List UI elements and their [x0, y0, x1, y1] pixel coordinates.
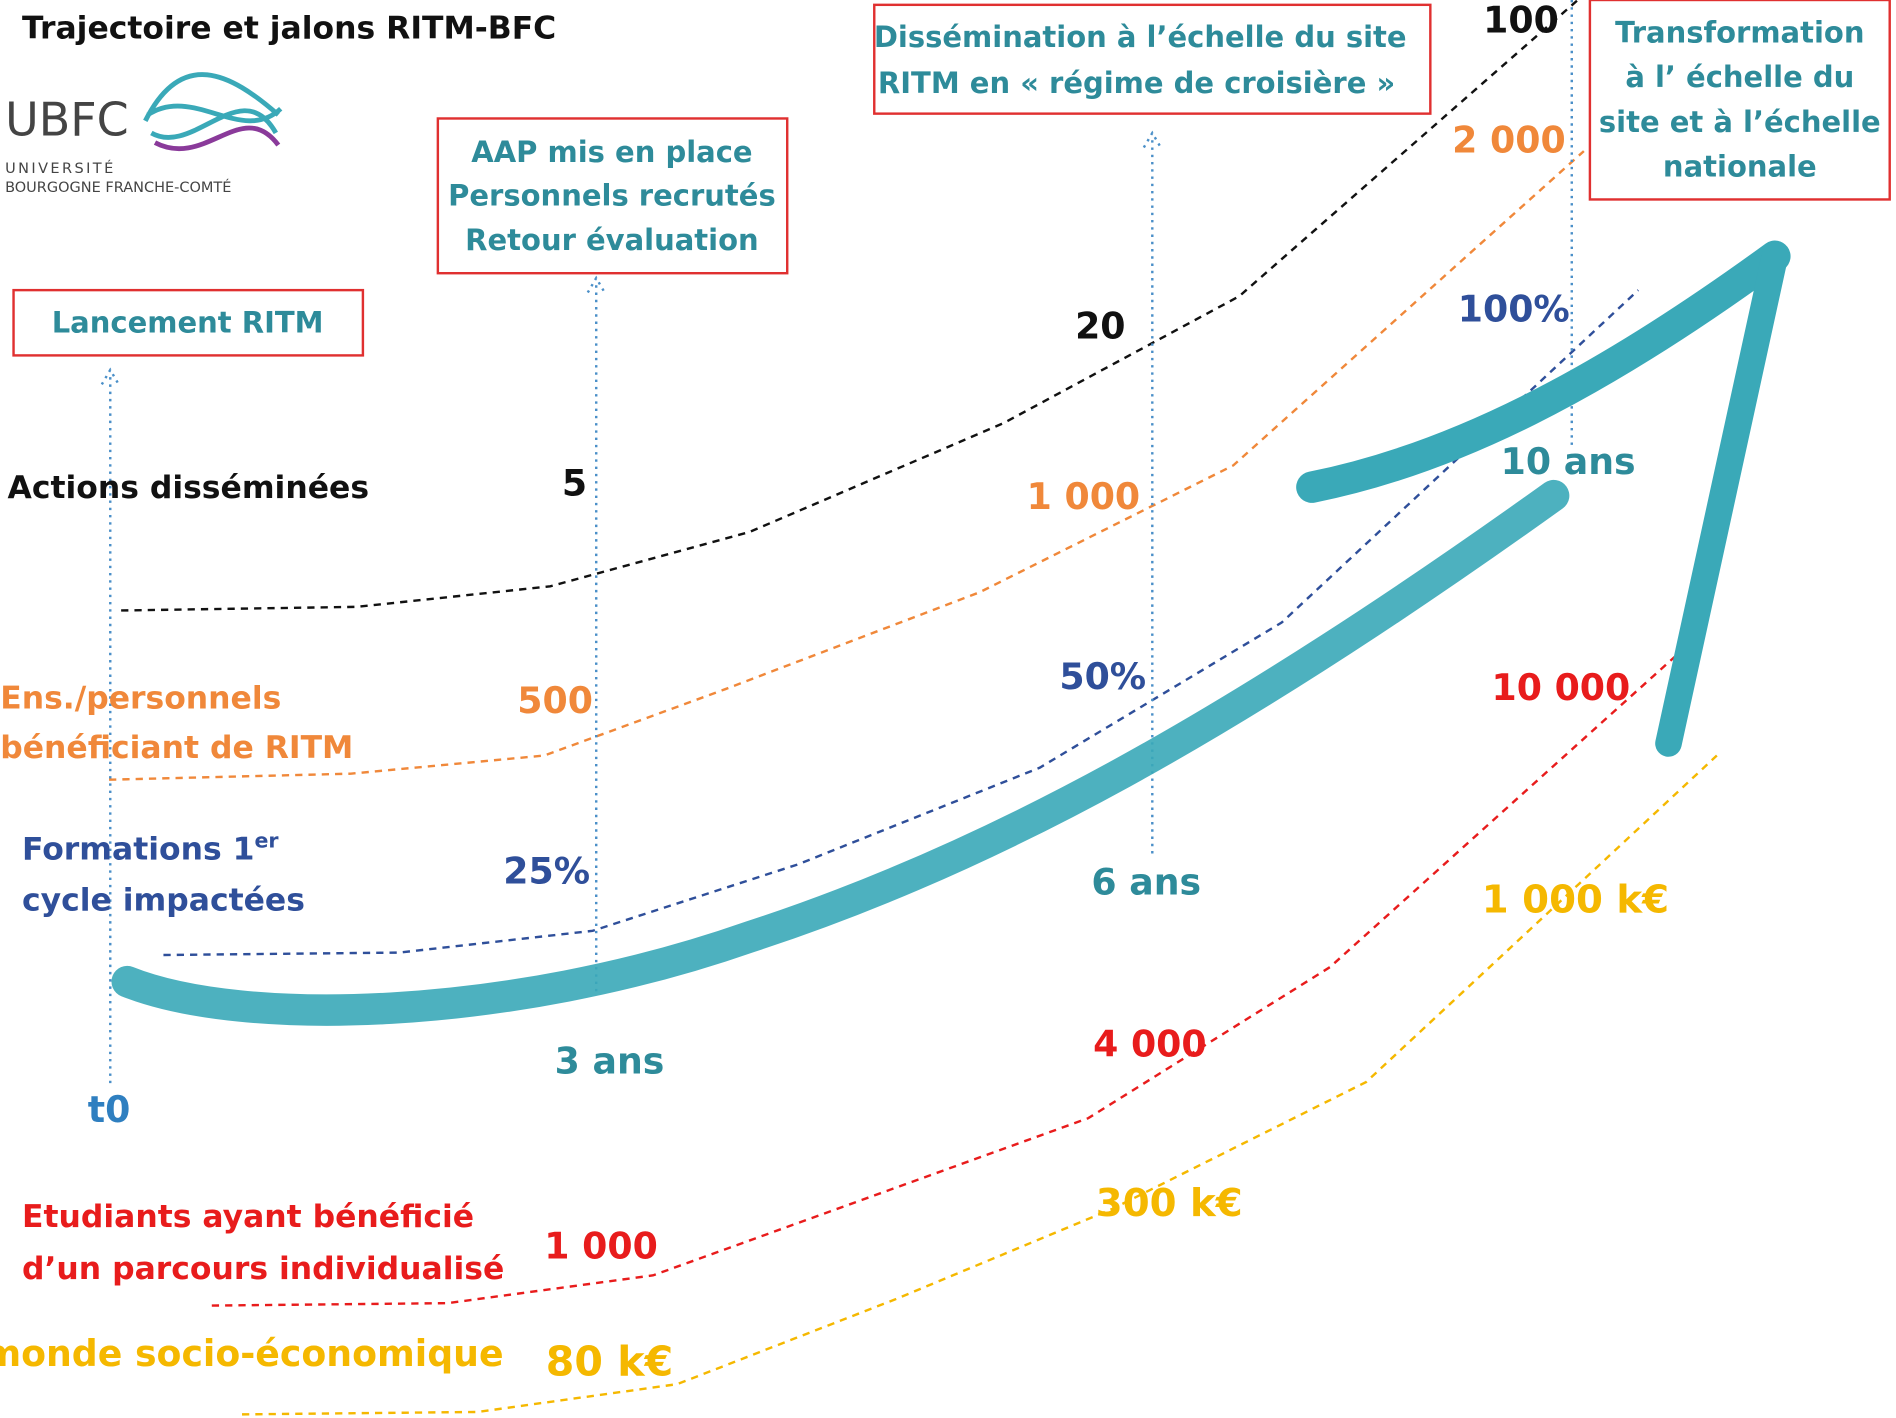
milestone-box — [873, 3, 1432, 115]
milestone-lines — [100, 0, 1573, 1088]
indicator-label: Formations 1er — [22, 828, 279, 867]
value: 100% — [1458, 288, 1570, 331]
value: 10 000 — [1492, 666, 1631, 709]
milestone-text: site et à l’échelle — [1599, 105, 1881, 139]
time-label: 3 ans — [555, 1039, 665, 1082]
time-label: t0 — [88, 1088, 131, 1131]
milestone-text: Lancement RITM — [52, 305, 324, 339]
time-label: 6 ans — [1091, 861, 1201, 904]
value: 5 — [562, 462, 587, 505]
milestone-text: Personnels recrutés — [448, 179, 776, 213]
value: 1 000 k€ — [1482, 878, 1669, 923]
trajectory-arrow — [111, 240, 1791, 1026]
logo: UBFC UNIVERSITÉ BOURGOGNE FRANCHE-COMTÉ — [5, 72, 283, 196]
milestone-text: Transformation — [1615, 15, 1864, 49]
milestone-box — [12, 288, 365, 357]
curve — [109, 150, 1585, 781]
milestone-box — [1588, 0, 1891, 201]
milestone-text: RITM en « régime de croisière » — [878, 66, 1395, 100]
value: 25% — [503, 850, 590, 893]
title: Trajectoire et jalons RITM-BFC — [22, 11, 556, 47]
logo-waves — [143, 72, 283, 140]
value: 50% — [1059, 655, 1146, 698]
indicator-label: Etudiants ayant bénéficié — [22, 1199, 474, 1235]
time-label: 10 ans — [1501, 440, 1636, 483]
indicator-label: cycle impactées — [22, 882, 305, 918]
value: 4 000 — [1093, 1023, 1207, 1066]
value: 2 000 — [1452, 118, 1566, 161]
value: 500 — [517, 679, 593, 722]
superscript: er — [254, 828, 279, 852]
value: 1 000 — [1027, 475, 1141, 518]
value: 300 k€ — [1096, 1181, 1243, 1226]
value: 1 000 — [544, 1224, 658, 1267]
milestone-text: Dissémination à l’échelle du site — [874, 20, 1407, 54]
value: 100 — [1483, 0, 1559, 42]
milestone-text: à l’ échelle du — [1625, 60, 1854, 94]
logo-line1: UNIVERSITÉ — [5, 160, 116, 177]
milestone-box — [436, 117, 789, 275]
indicator-label: Ens./personnels — [0, 680, 281, 716]
indicator-label: monde socio-économique — [0, 1332, 504, 1375]
logo-wave — [153, 125, 281, 151]
indicator-label: Actions disséminées — [8, 470, 370, 506]
logo-line2: BOURGOGNE FRANCHE-COMTÉ — [5, 179, 231, 196]
curve — [242, 754, 1718, 1416]
curve — [163, 289, 1640, 957]
milestone-text: nationale — [1663, 149, 1817, 183]
indicator-label: bénéficiant de RITM — [0, 730, 353, 766]
value: 80 k€ — [546, 1338, 673, 1386]
logo-acronym: UBFC — [5, 92, 129, 146]
indicator-label: d’un parcours individualisé — [22, 1251, 504, 1287]
milestone-text: Retour évaluation — [465, 223, 759, 257]
indicator-label: Formations 1 — [22, 832, 254, 868]
milestone-text: AAP mis en place — [471, 135, 752, 169]
value: 20 — [1075, 304, 1125, 347]
